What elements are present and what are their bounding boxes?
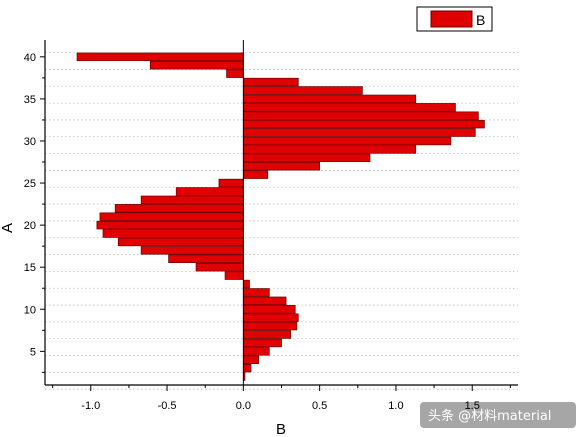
bar: [243, 279, 250, 289]
x-tick-label: -1.0: [81, 400, 100, 412]
bar: [243, 363, 252, 373]
bar: [243, 103, 456, 112]
y-tick-label: 5: [30, 346, 36, 358]
watermark-backdrop: [420, 402, 576, 428]
bar: [243, 128, 476, 137]
bar: [243, 330, 292, 339]
bar: [243, 77, 299, 87]
bar: [243, 170, 269, 179]
x-tick-label: 1.5: [465, 400, 480, 412]
bar: [76, 52, 244, 62]
legend: B: [416, 6, 493, 32]
bar: [243, 305, 296, 314]
bar: [243, 355, 259, 364]
bar: [243, 321, 298, 331]
bar: [117, 237, 244, 247]
x-tick-label: 1.0: [388, 400, 403, 412]
bar: [243, 296, 287, 306]
bar: [243, 153, 371, 163]
y-tick-label: 40: [24, 52, 36, 64]
bar: [102, 229, 244, 238]
y-tick-label: 30: [24, 136, 36, 148]
x-tick-label: 0.0: [236, 400, 251, 412]
watermark: 头条 @材料material: [420, 402, 576, 428]
y-tick-label: 35: [24, 94, 36, 106]
bar: [99, 212, 244, 221]
bar: [243, 347, 270, 356]
x-tick-label: 0.5: [312, 400, 327, 412]
bar: [175, 187, 244, 196]
bar: [243, 288, 270, 297]
bar: [149, 61, 244, 70]
bar: [195, 262, 244, 272]
bar: [224, 271, 244, 280]
bar: [243, 119, 485, 129]
bar: [226, 69, 244, 78]
bar: [218, 178, 244, 188]
bar: [96, 220, 244, 230]
watermark-text: 头条 @材料material: [428, 408, 551, 424]
y-tick-label: 25: [24, 178, 36, 190]
bar: [114, 204, 244, 213]
bar: [168, 254, 244, 264]
bar: [243, 136, 452, 146]
legend-label: B: [476, 12, 485, 28]
bar: [243, 111, 479, 120]
bar-series: [76, 52, 485, 381]
y-tick-label: 20: [24, 220, 36, 232]
bar: [243, 338, 282, 348]
y-tick-label: 10: [24, 304, 36, 316]
axes: -1.0 -0.5 0.0 0.5 1.0 1.5 5 10 15 20 25 30 35 40: [24, 40, 518, 412]
legend-swatch: [430, 10, 473, 28]
bar: [243, 145, 417, 154]
bar: [243, 94, 417, 104]
bar: [140, 195, 244, 205]
y-axis-title: A: [0, 223, 16, 233]
bar: [140, 246, 244, 255]
bar: [243, 161, 320, 171]
y-tick-label: 15: [24, 262, 36, 274]
bar: [243, 86, 363, 95]
bar: [243, 313, 299, 322]
x-axis-title: B: [276, 421, 286, 437]
x-tick-label: -0.5: [158, 400, 177, 412]
